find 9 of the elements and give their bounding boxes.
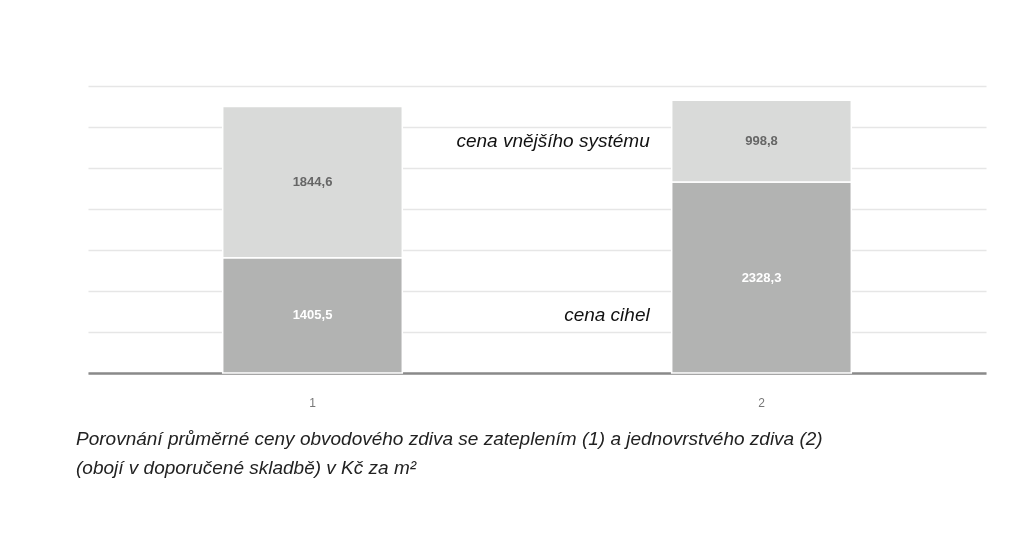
data-label: 2328,3 [741, 269, 782, 285]
x-tick-label: 1 [309, 395, 317, 410]
x-tick-label: 2 [758, 395, 766, 410]
data-label: 998,8 [745, 133, 778, 149]
text: Porovnání průměrné ceny obvodového zdiva se zateplením (1) a jednovrstvého zdiva (2) (obojí v doporučené skladbě) v Kč za m² [76, 428, 823, 478]
series-label: cena cihel [564, 304, 651, 326]
series-label: cena vnějšího systému [456, 130, 651, 152]
data-label: 1844,6 [292, 174, 333, 190]
data-label: 1405,5 [292, 307, 333, 323]
